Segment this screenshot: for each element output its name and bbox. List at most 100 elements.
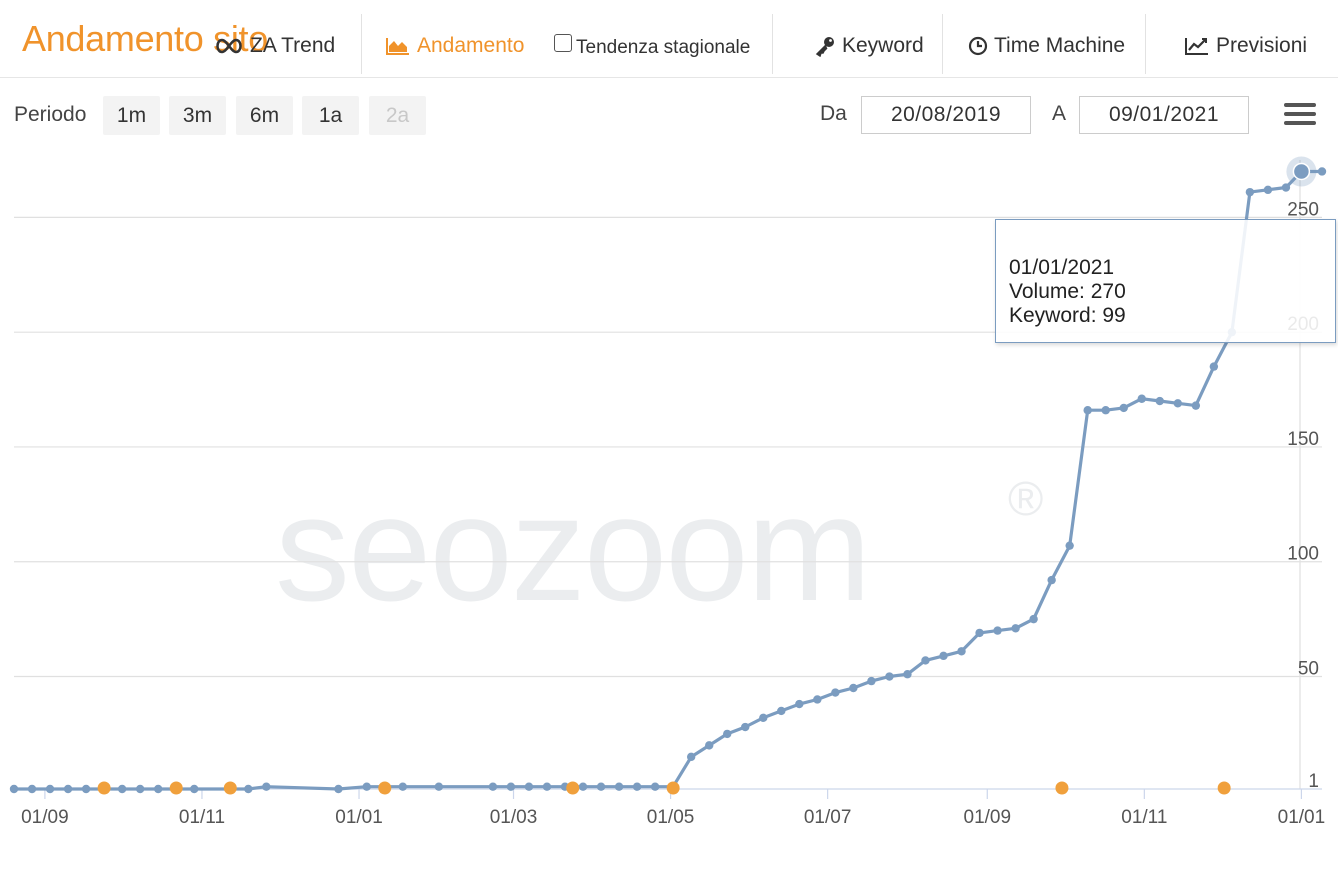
- data-point[interactable]: [578, 782, 588, 791]
- nav-item-previsioni[interactable]: Previsioni: [1184, 30, 1307, 62]
- data-point[interactable]: [885, 672, 894, 681]
- nav-divider: [942, 14, 943, 74]
- data-point[interactable]: [262, 782, 271, 791]
- data-point[interactable]: [1263, 185, 1273, 195]
- data-point[interactable]: [81, 784, 91, 794]
- data-point[interactable]: [334, 784, 343, 794]
- data-point[interactable]: [1317, 167, 1327, 176]
- data-point[interactable]: [957, 647, 966, 656]
- data-point[interactable]: [831, 688, 840, 697]
- data-point[interactable]: [244, 784, 253, 794]
- nav-item-label: Previsioni: [1216, 34, 1308, 57]
- from-date-input[interactable]: [861, 96, 1031, 134]
- data-point[interactable]: [921, 656, 930, 665]
- data-point[interactable]: [488, 782, 498, 791]
- event-marker[interactable]: [666, 781, 680, 795]
- data-point[interactable]: [704, 741, 714, 750]
- data-point[interactable]: [542, 782, 552, 791]
- data-point[interactable]: [975, 628, 984, 638]
- data-point[interactable]: [903, 670, 912, 679]
- data-point[interactable]: [650, 782, 660, 791]
- data-point[interactable]: [135, 784, 145, 794]
- data-point[interactable]: [1065, 541, 1074, 550]
- y-tick-label: 100: [1287, 544, 1319, 565]
- data-point[interactable]: [795, 699, 804, 709]
- nav-item-label: Andamento: [417, 34, 525, 57]
- period-button-1a[interactable]: 1a: [302, 96, 359, 135]
- tooltip-keyword: Keyword: 99: [1009, 304, 1126, 327]
- period-button-3m[interactable]: 3m: [169, 96, 226, 135]
- nav-item-za-trend[interactable]: ZA Trend: [214, 30, 335, 62]
- data-point[interactable]: [1029, 614, 1038, 624]
- top-navigation: Andamento sito ZA Trend Andamento Tenden…: [0, 0, 1338, 78]
- data-point[interactable]: [777, 706, 786, 716]
- event-marker[interactable]: [1217, 781, 1231, 795]
- x-tick-label: 01/01: [1278, 807, 1326, 828]
- watermark-text: seozoom: [275, 464, 870, 632]
- data-point[interactable]: [434, 782, 444, 791]
- nav-item-andamento[interactable]: Andamento: [385, 30, 524, 62]
- data-point[interactable]: [27, 784, 37, 794]
- data-point[interactable]: [1155, 396, 1164, 406]
- data-point[interactable]: [1191, 401, 1201, 410]
- x-tick-label: 01/09: [21, 807, 69, 828]
- hamburger-menu-icon[interactable]: [1284, 103, 1316, 129]
- data-point[interactable]: [1209, 362, 1219, 371]
- event-marker[interactable]: [378, 781, 392, 795]
- data-point[interactable]: [939, 651, 948, 661]
- data-point[interactable]: [849, 683, 858, 693]
- highlight-point[interactable]: [1292, 162, 1311, 181]
- data-point[interactable]: [524, 782, 534, 791]
- checkbox-icon[interactable]: [554, 34, 572, 52]
- data-point[interactable]: [1083, 406, 1092, 415]
- data-point[interactable]: [1119, 403, 1128, 413]
- event-markers: [97, 781, 1231, 795]
- data-point[interactable]: [686, 752, 696, 762]
- data-point[interactable]: [362, 782, 371, 791]
- data-point[interactable]: [993, 626, 1002, 635]
- data-point[interactable]: [614, 782, 624, 791]
- data-point[interactable]: [632, 782, 642, 791]
- data-point[interactable]: [153, 784, 163, 794]
- data-point[interactable]: [1047, 575, 1056, 585]
- data-point[interactable]: [1173, 399, 1183, 408]
- data-point[interactable]: [117, 784, 127, 794]
- period-button-6m[interactable]: 6m: [236, 96, 293, 135]
- data-point[interactable]: [867, 676, 876, 686]
- data-point[interactable]: [1137, 394, 1146, 403]
- event-marker[interactable]: [169, 781, 183, 795]
- data-point[interactable]: [1101, 406, 1110, 415]
- x-tick-label: 01/07: [804, 807, 852, 828]
- tooltip-volume: Volume: 270: [1009, 280, 1126, 303]
- data-point[interactable]: [1281, 183, 1291, 192]
- event-marker[interactable]: [1055, 781, 1069, 795]
- period-button-2a: 2a: [369, 96, 426, 135]
- data-point[interactable]: [190, 784, 199, 794]
- nav-item-keyword[interactable]: Keyword: [814, 30, 924, 62]
- data-point[interactable]: [9, 784, 19, 794]
- data-point[interactable]: [1011, 624, 1020, 633]
- data-point[interactable]: [63, 784, 73, 794]
- event-marker[interactable]: [566, 781, 580, 795]
- event-marker[interactable]: [223, 781, 237, 795]
- y-tick-label: 250: [1287, 199, 1319, 220]
- data-point[interactable]: [813, 695, 822, 704]
- nav-item-time-machine[interactable]: Time Machine: [968, 30, 1125, 62]
- data-point[interactable]: [398, 782, 407, 791]
- data-point[interactable]: [759, 713, 768, 723]
- data-point[interactable]: [1245, 187, 1255, 197]
- nav-item-label: Tendenza stagionale: [576, 37, 751, 58]
- data-point[interactable]: [45, 784, 55, 794]
- data-point[interactable]: [741, 722, 750, 732]
- period-button-1m[interactable]: 1m: [103, 96, 160, 135]
- nav-divider: [772, 14, 773, 74]
- nav-divider: [361, 14, 362, 74]
- data-point[interactable]: [506, 782, 516, 791]
- nav-item-tendenza-stagionale[interactable]: Tendenza stagionale: [554, 30, 750, 62]
- data-point[interactable]: [723, 729, 732, 739]
- event-marker[interactable]: [97, 781, 111, 795]
- to-date-input[interactable]: [1079, 96, 1249, 134]
- registered-mark-icon: ®: [1008, 473, 1043, 526]
- area-chart-icon: [386, 38, 409, 55]
- data-point[interactable]: [596, 782, 606, 791]
